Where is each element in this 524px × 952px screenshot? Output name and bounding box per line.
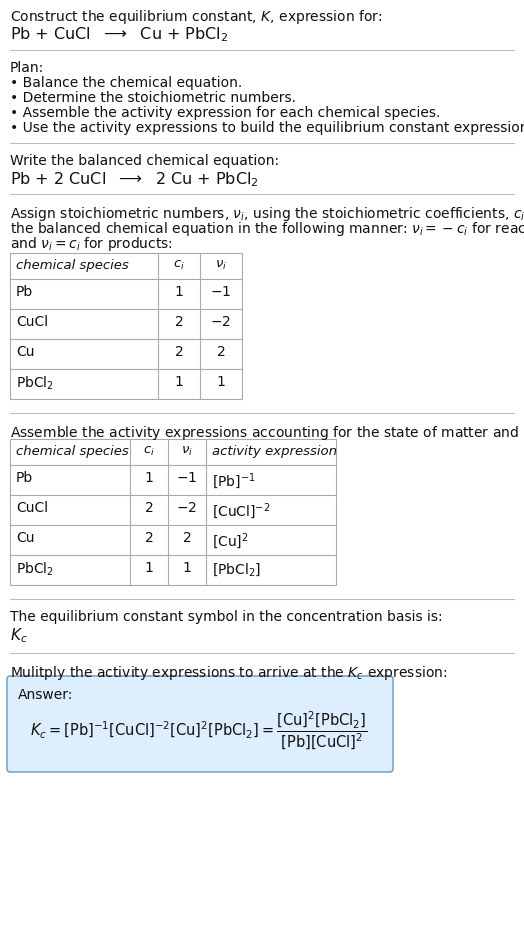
Text: $[\mathrm{PbCl_2}]$: $[\mathrm{PbCl_2}]$ <box>212 561 261 577</box>
Text: and $\nu_i = c_i$ for products:: and $\nu_i = c_i$ for products: <box>10 235 173 252</box>
Text: $-1$: $-1$ <box>210 285 232 299</box>
Text: $\nu_i$: $\nu_i$ <box>215 259 227 272</box>
Text: PbCl$_2$: PbCl$_2$ <box>16 374 54 392</box>
Text: 2: 2 <box>216 345 225 359</box>
Text: CuCl: CuCl <box>16 501 48 514</box>
Text: $[\mathrm{Pb}]^{-1}$: $[\mathrm{Pb}]^{-1}$ <box>212 470 256 490</box>
Text: Cu: Cu <box>16 345 35 359</box>
Text: The equilibrium constant symbol in the concentration basis is:: The equilibrium constant symbol in the c… <box>10 609 443 624</box>
Text: $[\mathrm{Cu}]^2$: $[\mathrm{Cu}]^2$ <box>212 530 249 550</box>
Text: 1: 1 <box>145 561 154 574</box>
Text: CuCl: CuCl <box>16 315 48 328</box>
Text: 1: 1 <box>174 374 183 388</box>
Text: Pb + 2 CuCl  $\longrightarrow$  2 Cu + PbCl$_2$: Pb + 2 CuCl $\longrightarrow$ 2 Cu + PbC… <box>10 169 259 188</box>
Text: $-1$: $-1$ <box>177 470 198 485</box>
Text: 1: 1 <box>174 285 183 299</box>
Text: 2: 2 <box>174 315 183 328</box>
Text: Assemble the activity expressions accounting for the state of matter and $\nu_i$: Assemble the activity expressions accoun… <box>10 424 524 442</box>
Text: Cu: Cu <box>16 530 35 545</box>
Text: PbCl$_2$: PbCl$_2$ <box>16 561 54 578</box>
Text: Pb: Pb <box>16 285 33 299</box>
Text: Mulitply the activity expressions to arrive at the $K_c$ expression:: Mulitply the activity expressions to arr… <box>10 664 447 682</box>
Text: • Balance the chemical equation.: • Balance the chemical equation. <box>10 76 242 89</box>
Text: $-2$: $-2$ <box>211 315 232 328</box>
Text: the balanced chemical equation in the following manner: $\nu_i = -c_i$ for react: the balanced chemical equation in the fo… <box>10 220 524 238</box>
Bar <box>10 440 336 585</box>
Text: chemical species: chemical species <box>16 259 129 271</box>
Text: $c_i$: $c_i$ <box>173 259 185 272</box>
Text: • Determine the stoichiometric numbers.: • Determine the stoichiometric numbers. <box>10 90 296 105</box>
Text: • Use the activity expressions to build the equilibrium constant expression.: • Use the activity expressions to build … <box>10 121 524 135</box>
Text: 1: 1 <box>216 374 225 388</box>
Text: activity expression: activity expression <box>212 445 337 458</box>
Text: 1: 1 <box>182 561 191 574</box>
FancyBboxPatch shape <box>7 676 393 772</box>
Text: $c_i$: $c_i$ <box>143 445 155 458</box>
Text: $-2$: $-2$ <box>177 501 198 514</box>
Text: Pb + CuCl  $\longrightarrow$  Cu + PbCl$_2$: Pb + CuCl $\longrightarrow$ Cu + PbCl$_2… <box>10 25 228 44</box>
Text: Answer:: Answer: <box>18 687 73 702</box>
Text: 2: 2 <box>183 530 191 545</box>
Text: chemical species: chemical species <box>16 445 129 458</box>
Text: $K_c = [\mathrm{Pb}]^{-1}[\mathrm{CuCl}]^{-2}[\mathrm{Cu}]^2[\mathrm{PbCl_2}] = : $K_c = [\mathrm{Pb}]^{-1}[\mathrm{CuCl}]… <box>30 709 367 751</box>
Text: 2: 2 <box>145 501 154 514</box>
Bar <box>10 254 242 400</box>
Text: Assign stoichiometric numbers, $\nu_i$, using the stoichiometric coefficients, $: Assign stoichiometric numbers, $\nu_i$, … <box>10 205 524 223</box>
Text: 2: 2 <box>145 530 154 545</box>
Text: Pb: Pb <box>16 470 33 485</box>
Text: Construct the equilibrium constant, $K$, expression for:: Construct the equilibrium constant, $K$,… <box>10 8 383 26</box>
Text: $[\mathrm{CuCl}]^{-2}$: $[\mathrm{CuCl}]^{-2}$ <box>212 501 270 521</box>
Text: $\nu_i$: $\nu_i$ <box>181 445 193 458</box>
Text: $K_c$: $K_c$ <box>10 625 28 644</box>
Text: 2: 2 <box>174 345 183 359</box>
Text: • Assemble the activity expression for each chemical species.: • Assemble the activity expression for e… <box>10 106 440 120</box>
Text: 1: 1 <box>145 470 154 485</box>
Text: Write the balanced chemical equation:: Write the balanced chemical equation: <box>10 154 279 168</box>
Text: Plan:: Plan: <box>10 61 44 75</box>
